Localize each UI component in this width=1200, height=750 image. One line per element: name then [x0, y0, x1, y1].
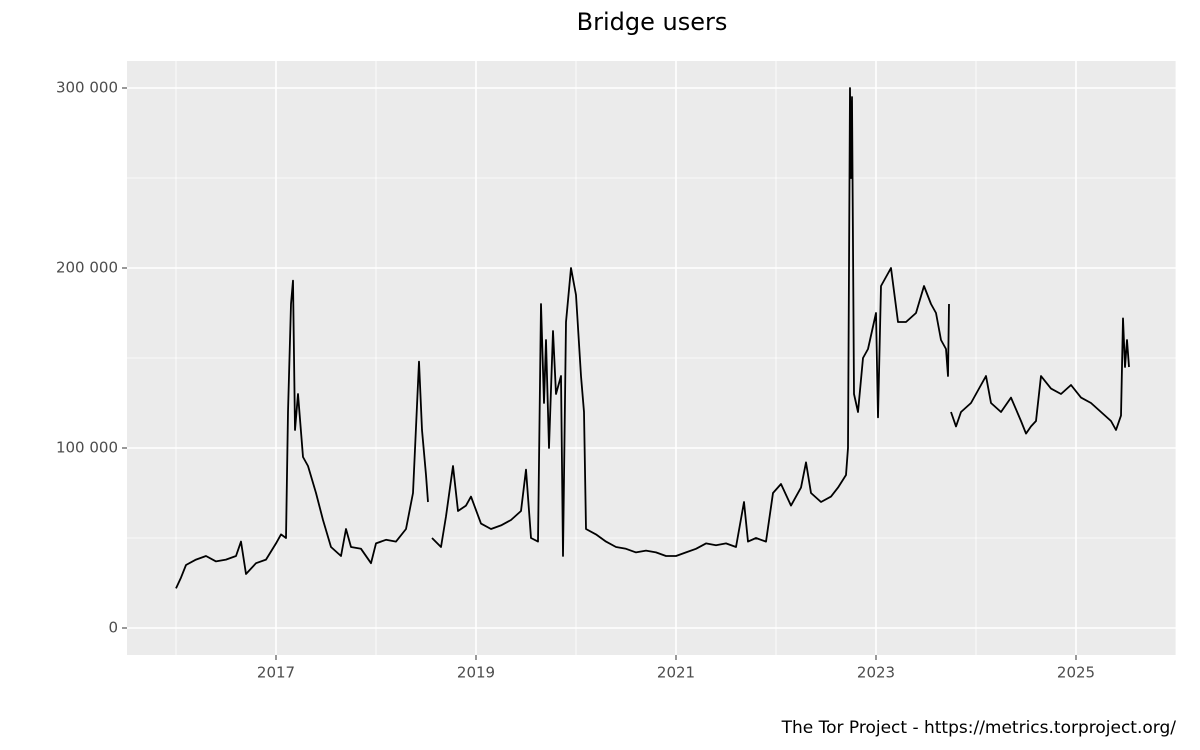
x-tick-label: 2017 — [257, 664, 295, 682]
caption: The Tor Project - https://metrics.torpro… — [781, 718, 1177, 738]
data-line — [175, 87, 1130, 589]
y-tick-label: 200 000 — [56, 259, 118, 277]
chart-title: Bridge users — [577, 8, 728, 36]
y-tick-label: 0 — [108, 619, 118, 637]
x-tick-label: 2025 — [1057, 664, 1095, 682]
x-tick-label: 2019 — [457, 664, 495, 682]
y-tick-label: 100 000 — [56, 439, 118, 457]
x-tick-label: 2021 — [657, 664, 695, 682]
x-tick-label: 2023 — [857, 664, 895, 682]
y-tick-label: 300 000 — [56, 79, 118, 97]
